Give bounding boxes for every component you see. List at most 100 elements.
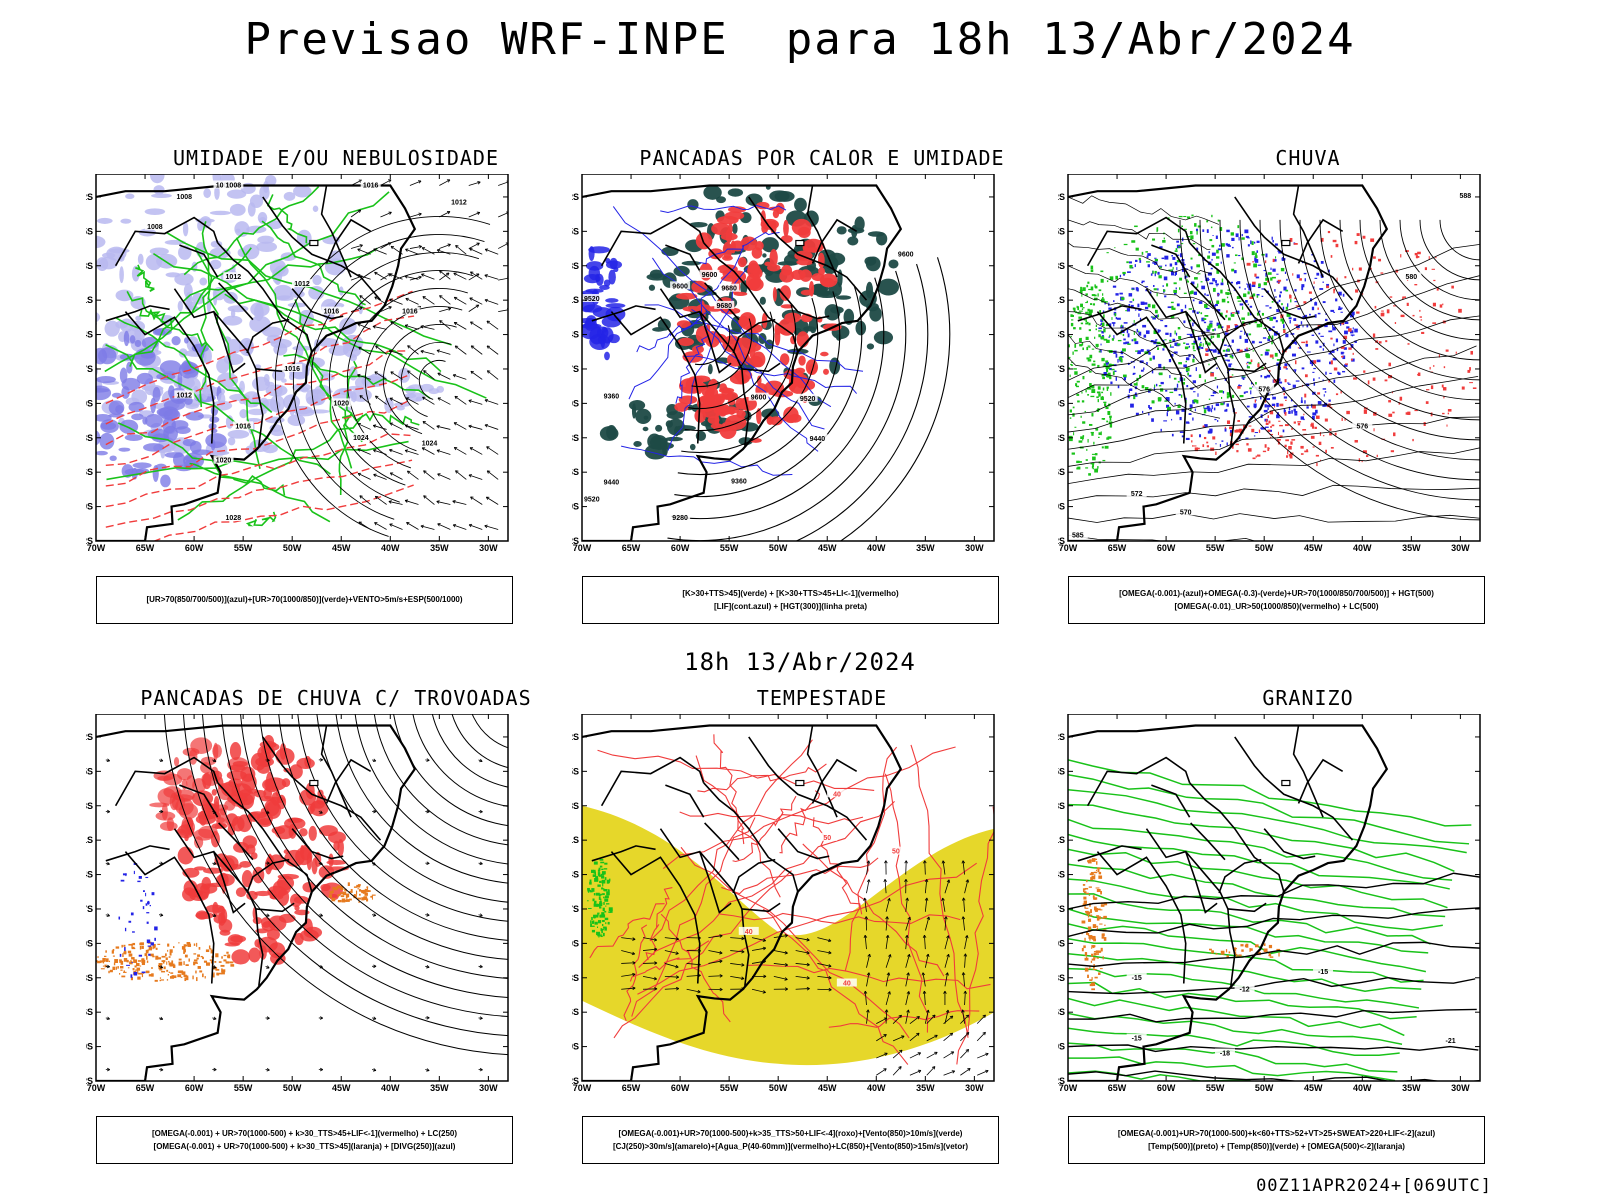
wind-vector (375, 345, 379, 349)
omega-500-orange (1095, 953, 1100, 955)
storm-orange-area (128, 953, 133, 957)
instability-red-area (726, 391, 739, 402)
omega-green (1268, 335, 1270, 340)
height-contour (677, 291, 841, 476)
omega-green (1198, 311, 1200, 314)
omega-green (1092, 456, 1096, 461)
omega-red (1258, 429, 1261, 433)
lat-label: 12S (86, 732, 93, 742)
wind-vector-850 (621, 937, 636, 940)
omega-green (1255, 255, 1258, 259)
omega-blue (1231, 237, 1235, 241)
omega-blue (1216, 309, 1221, 312)
wind-vector-850 (944, 879, 950, 894)
streamline-arrow (212, 913, 217, 917)
omega-red (1348, 328, 1352, 332)
omega-red (1405, 250, 1409, 252)
omega-blue (1271, 236, 1273, 240)
wind-vector-850 (632, 986, 636, 991)
border-line (262, 196, 382, 301)
omega-green (1265, 349, 1270, 352)
omega-blue (1196, 311, 1199, 314)
lat-label: 39S (1058, 1042, 1065, 1052)
storm-red-area (294, 905, 300, 911)
omega-red (1302, 429, 1307, 431)
isobar (418, 360, 446, 400)
lifted-index-area (600, 331, 606, 349)
omega-green (1149, 388, 1152, 391)
omega-green (1158, 275, 1162, 279)
omega-green (1257, 362, 1260, 364)
border-line (213, 311, 264, 446)
wind-vector (404, 324, 409, 328)
wind-vector-850 (907, 916, 911, 921)
storm-orange-area (194, 961, 198, 964)
omega-blue (1192, 417, 1194, 421)
omega-green (1209, 239, 1213, 242)
omega-red (1356, 233, 1360, 236)
wind-850-green (600, 898, 602, 901)
humidity-deep-shade (152, 465, 159, 482)
omega-green (1196, 264, 1201, 268)
omega-green (1242, 376, 1246, 378)
wind-vector-850 (977, 1053, 989, 1059)
omega-blue (1287, 345, 1292, 349)
omega-green (1281, 303, 1283, 306)
lon-label: 50W (769, 1083, 788, 1093)
streamline-arrow (319, 758, 324, 762)
omega-blue (1119, 292, 1123, 295)
omega-blue (1179, 416, 1182, 421)
wind-850-green (602, 893, 605, 896)
omega-500-orange (1094, 908, 1098, 912)
omega-green (1269, 317, 1273, 321)
wind-vector (420, 350, 435, 355)
contour-label: 9360 (731, 478, 747, 485)
storm-orange-area (364, 896, 368, 900)
omega-blue (1247, 237, 1250, 239)
omega-green (1094, 336, 1096, 339)
omega-green (1092, 389, 1095, 392)
omega-green (1173, 282, 1177, 285)
omega-blue (1329, 372, 1332, 374)
border-line (1234, 196, 1354, 301)
omega-green (1072, 413, 1075, 417)
omega-green (1075, 383, 1078, 387)
lat-label: 27S (86, 364, 93, 374)
omega-blue (1317, 312, 1321, 315)
storm-orange-area (215, 953, 219, 958)
map-border (581, 174, 995, 542)
humidity-upper-shade (178, 348, 188, 358)
omega-blue (1214, 304, 1216, 308)
omega-blue (1226, 243, 1230, 247)
wind-vector (468, 425, 483, 430)
omega-green (1164, 339, 1167, 341)
omega-green (1074, 371, 1078, 375)
omega-blue (1263, 269, 1267, 272)
storm-orange-area (215, 968, 220, 971)
border-line (173, 828, 246, 914)
wind-vector (469, 248, 483, 255)
panel-legend: [K>30+TTS>45](verde) + [K>30+TTS>45+LI<-… (582, 576, 999, 624)
storm-red-area (173, 757, 180, 767)
wind-vector (373, 248, 387, 255)
storm-red-area (195, 911, 214, 920)
omega-blue (1126, 329, 1129, 334)
contour-label: 1016 (324, 309, 340, 316)
storm-orange-area (114, 959, 119, 963)
omega-blue (1165, 332, 1169, 335)
wind-850-green (598, 933, 600, 938)
instability-red-area (819, 273, 838, 288)
wind-vector-850 (924, 953, 929, 968)
storm-orange-area (115, 966, 117, 970)
humidity-upper-shade (210, 240, 223, 248)
storm-orange-area (230, 964, 235, 967)
storm-orange-area (209, 959, 214, 961)
omega-red (1482, 348, 1483, 351)
omega-blue (1170, 271, 1175, 276)
legend-line: [CJ(250)>30m/s](amarelo)+[Agua_P(40-60mm… (612, 1141, 968, 1151)
omega-blue (1174, 402, 1176, 405)
streamline (1068, 265, 1214, 310)
wind-vector-850 (828, 964, 832, 968)
wind-vector (423, 370, 427, 374)
omega-green (1183, 378, 1186, 381)
